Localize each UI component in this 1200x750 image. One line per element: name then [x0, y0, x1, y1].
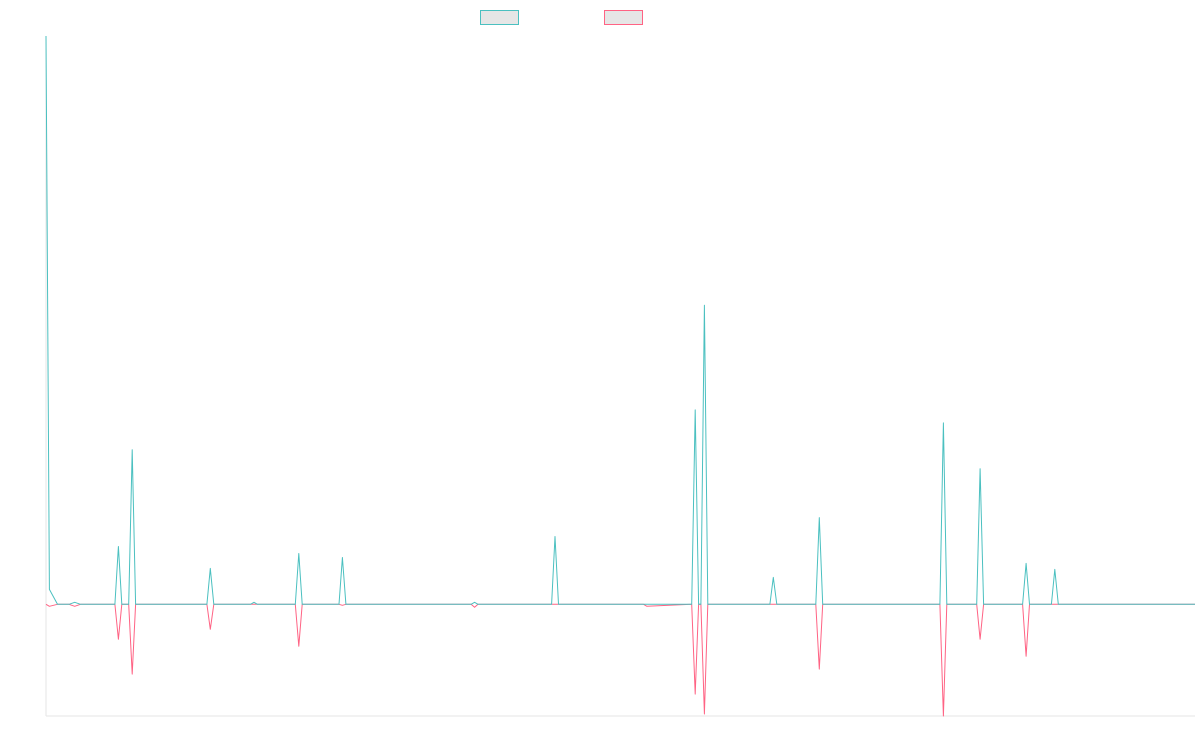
- series-line-2: [45, 603, 1195, 717]
- legend-item-series-1[interactable]: [480, 9, 525, 25]
- legend: [0, 9, 1200, 27]
- axes: [45, 36, 1195, 717]
- legend-swatch-series-2: [604, 9, 643, 25]
- series-line-1: [45, 35, 1195, 605]
- legend-item-series-2[interactable]: [604, 9, 649, 25]
- legend-swatch-series-1: [480, 9, 519, 25]
- series-layer: [45, 35, 1195, 717]
